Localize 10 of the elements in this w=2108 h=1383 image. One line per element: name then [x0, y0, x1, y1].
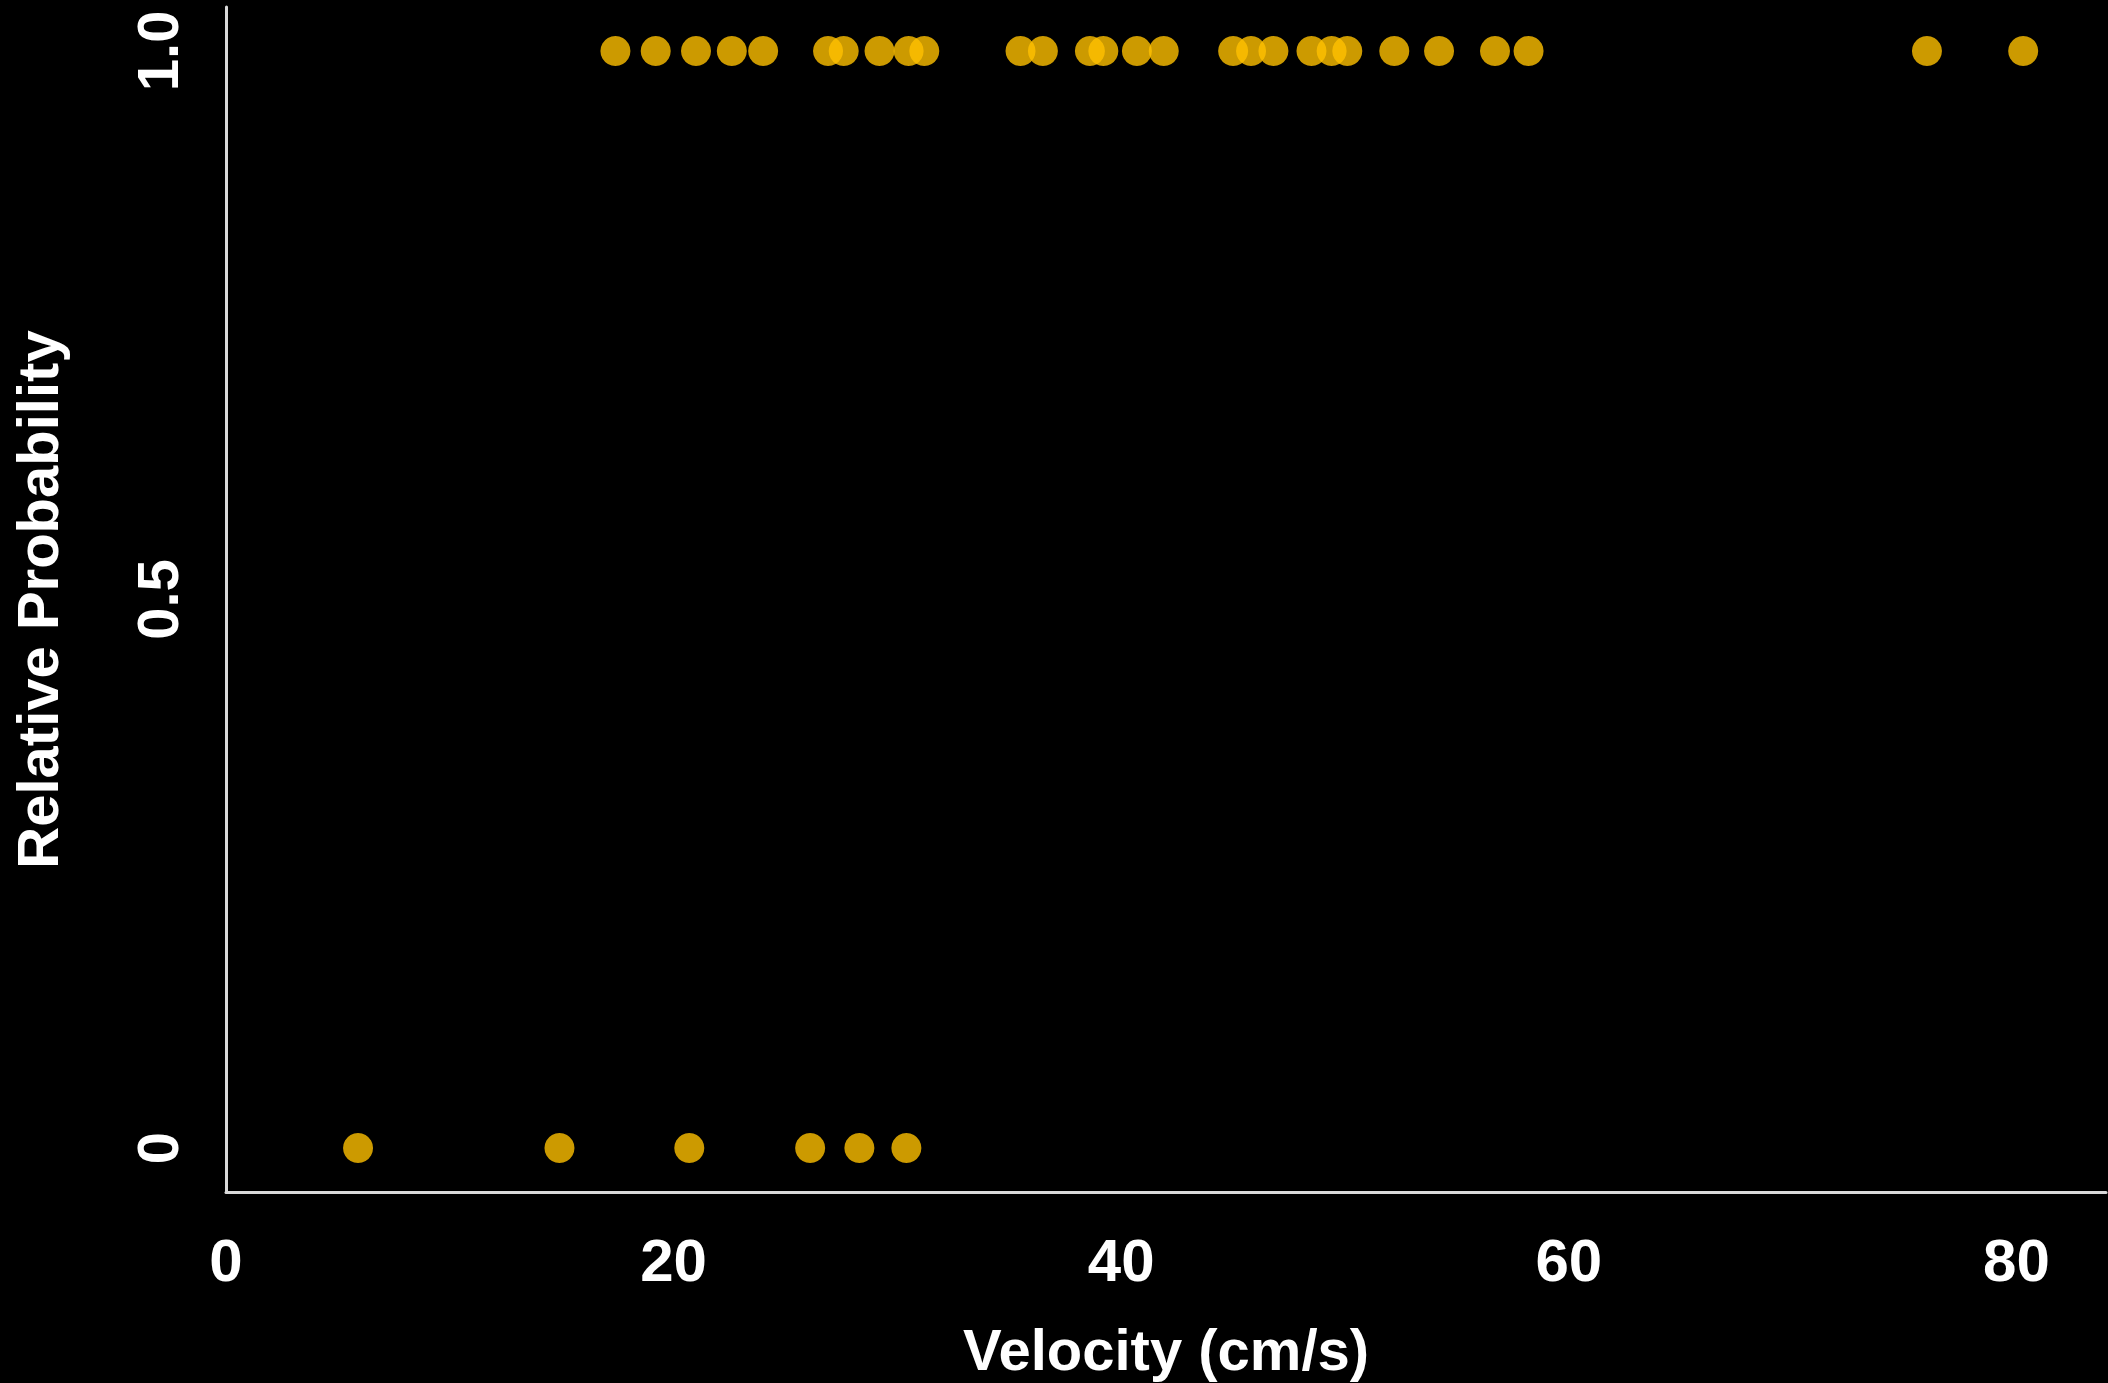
y-axis-title: Relative Probability [4, 330, 70, 869]
y-tick-label: 0.5 [124, 559, 190, 640]
x-tick-label: 40 [1087, 1226, 1155, 1294]
x-tick-label: 80 [1983, 1226, 2050, 1294]
y-tick-label: 0 [124, 1131, 190, 1165]
x-tick-label: 60 [1535, 1226, 1603, 1294]
x-tick-label: 20 [640, 1226, 707, 1294]
x-tick-label: 0 [209, 1226, 243, 1294]
y-tick-label: 1.0 [124, 10, 190, 92]
x-axis-title: Velocity (cm/s) [962, 1316, 1370, 1382]
